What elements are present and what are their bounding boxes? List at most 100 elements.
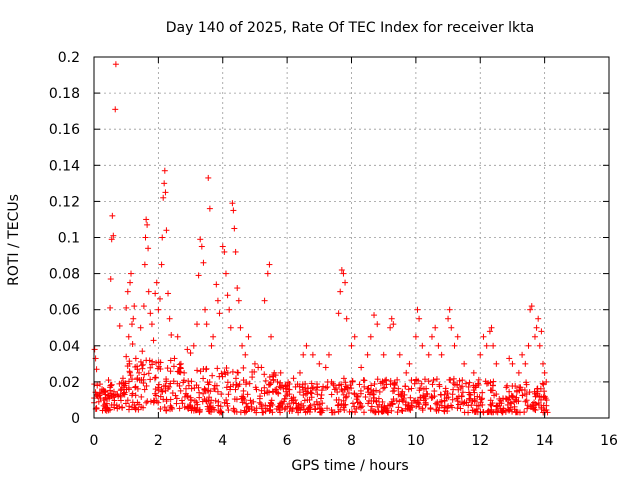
data-point (156, 295, 163, 302)
cluster-point (365, 400, 372, 407)
cluster-point (356, 404, 363, 411)
cluster-point (429, 381, 436, 388)
x-axis-label: GPS time / hours (291, 458, 408, 474)
data-point (198, 243, 205, 250)
data-point (177, 360, 184, 367)
cluster-point (218, 370, 225, 377)
cluster-point (163, 407, 170, 414)
cluster-point (345, 390, 352, 397)
cluster-point (195, 384, 202, 391)
cluster-point (249, 374, 256, 381)
data-point (145, 245, 152, 252)
data-point (342, 279, 349, 286)
cluster-point (174, 380, 181, 387)
cluster-point (275, 403, 282, 410)
cluster-point (258, 387, 265, 394)
cluster-point (442, 385, 449, 392)
cluster-point (187, 396, 194, 403)
data-point (128, 270, 135, 277)
cluster-point (418, 380, 425, 387)
data-point (515, 369, 522, 376)
cluster-point (342, 401, 349, 408)
cluster-point (312, 386, 319, 393)
cluster-point (206, 405, 213, 412)
cluster-point (461, 399, 468, 406)
data-point (477, 351, 484, 358)
y-tick-label: 0.04 (49, 339, 80, 355)
cluster-point (478, 396, 485, 403)
cluster-point (318, 405, 325, 412)
cluster-point (111, 397, 118, 404)
cluster-point (176, 405, 183, 412)
cluster-point (380, 408, 387, 415)
cluster-point (407, 394, 414, 401)
cluster-point (524, 405, 531, 412)
cluster-point (461, 409, 468, 416)
data-point (165, 290, 172, 297)
x-tick-label: 12 (471, 433, 489, 449)
cluster-point (405, 386, 412, 393)
cluster-point (196, 409, 203, 416)
data-point (123, 353, 130, 360)
cluster-point (211, 382, 218, 389)
cluster-point (400, 395, 407, 402)
cluster-point (389, 388, 396, 395)
cluster-point (314, 391, 321, 398)
data-point (144, 221, 151, 228)
data-point (141, 261, 148, 268)
data-point (258, 364, 265, 371)
cluster-point (202, 387, 209, 394)
cluster-point (268, 397, 275, 404)
data-point (343, 315, 350, 322)
data-point (509, 360, 516, 367)
cluster-point (330, 380, 337, 387)
cluster-point (349, 400, 356, 407)
cluster-point (524, 402, 531, 409)
data-point (340, 270, 347, 277)
y-tick-label: 0.08 (49, 267, 80, 283)
cluster-point (232, 375, 239, 382)
cluster-point (475, 376, 482, 383)
cluster-point (389, 400, 396, 407)
data-point (348, 342, 355, 349)
cluster-point (328, 391, 335, 398)
data-point (231, 225, 238, 232)
data-point (277, 369, 284, 376)
cluster-point (272, 386, 279, 393)
y-tick-label: 0.1 (58, 231, 80, 247)
cluster-point (463, 380, 470, 387)
cluster-point (474, 393, 481, 400)
cluster-point (522, 398, 529, 405)
cluster-point (258, 403, 265, 410)
cluster-point (265, 381, 272, 388)
cluster-point (505, 406, 512, 413)
cluster-point (248, 400, 255, 407)
cluster-point (122, 400, 129, 407)
cluster-point (334, 402, 341, 409)
cluster-point (196, 394, 203, 401)
x-tick-label: 8 (347, 433, 356, 449)
data-point (470, 369, 477, 376)
cluster-point (368, 397, 375, 404)
data-point (493, 360, 500, 367)
cluster-point (447, 402, 454, 409)
cluster-point (144, 398, 151, 405)
data-point (527, 306, 534, 313)
data-point (94, 382, 101, 389)
cluster-point (466, 379, 473, 386)
cluster-point (216, 409, 223, 416)
data-point (538, 328, 545, 335)
data-point (91, 346, 98, 353)
cluster-point (531, 406, 538, 413)
y-tick-label: 0.16 (49, 122, 80, 138)
cluster-point (368, 403, 375, 410)
cluster-point (223, 396, 230, 403)
cluster-point (240, 377, 247, 384)
data-point (358, 364, 365, 371)
data-point (194, 321, 200, 328)
cluster-point (132, 384, 139, 391)
cluster-point (318, 409, 325, 416)
cluster-point (533, 392, 540, 399)
data-point (266, 261, 273, 268)
data-point (203, 321, 210, 328)
